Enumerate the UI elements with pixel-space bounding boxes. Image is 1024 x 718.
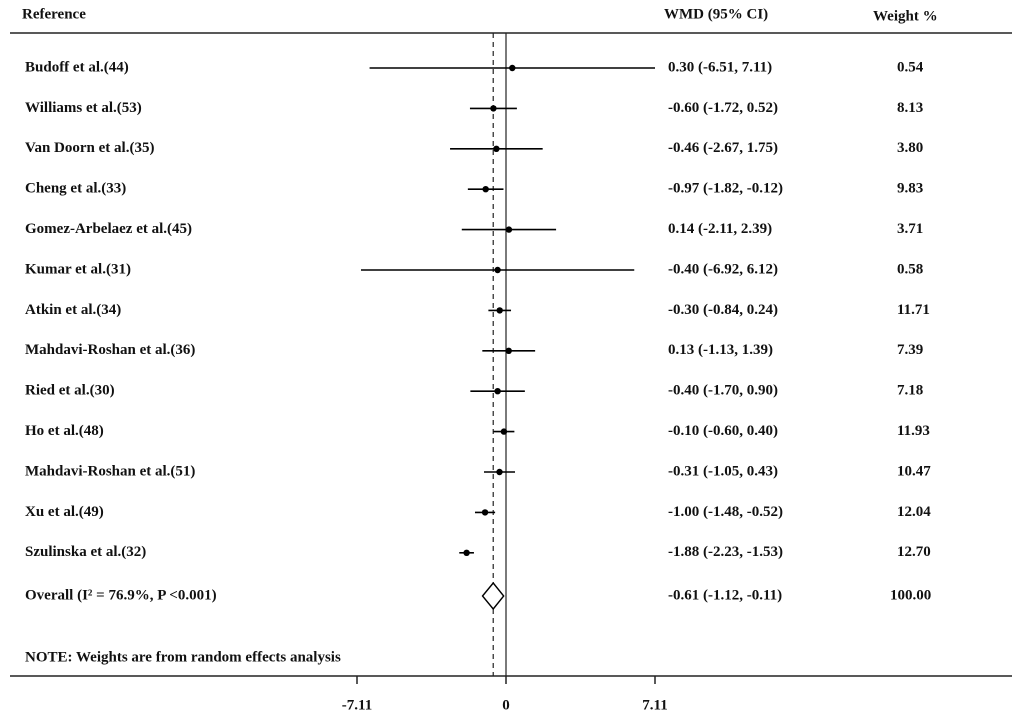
ci-label: -0.10 (-0.60, 0.40)	[668, 423, 778, 439]
overall-ci-label: -0.61 (-1.12, -0.11)	[668, 587, 782, 603]
study-name: Mahdavi-Roshan et al.(51)	[25, 463, 195, 479]
weight-label: 11.71	[897, 302, 930, 318]
weight-label: 11.93	[897, 423, 930, 439]
weight-label: 7.39	[897, 342, 923, 358]
point-estimate	[496, 307, 503, 314]
study-name: Szulinska et al.(32)	[25, 544, 146, 560]
point-estimate	[496, 468, 503, 476]
overall-weight-label: 100.00	[890, 587, 931, 603]
weight-label: 12.04	[897, 504, 931, 520]
header-estimate: WMD (95% CI)	[664, 6, 768, 22]
ci-label: -0.97 (-1.82, -0.12)	[668, 181, 783, 197]
x-tick-label: -7.11	[342, 697, 372, 713]
weight-label: 7.18	[897, 383, 923, 399]
ci-label: -0.40 (-6.92, 6.12)	[668, 261, 778, 277]
study-name: Atkin et al.(34)	[25, 302, 121, 318]
weight-label: 3.80	[897, 140, 923, 156]
weight-label: 10.47	[897, 463, 931, 479]
header-weight: Weight %	[873, 8, 938, 24]
weight-label: 9.83	[897, 181, 923, 197]
ci-label: 0.13 (-1.13, 1.39)	[668, 342, 773, 358]
ci-label: -0.40 (-1.70, 0.90)	[668, 383, 778, 399]
study-name: Gomez-Arbelaez et al.(45)	[25, 221, 192, 237]
point-estimate	[494, 266, 501, 274]
point-estimate	[500, 428, 508, 435]
weight-label: 8.13	[897, 100, 923, 116]
overall-diamond	[481, 581, 505, 611]
study-name: Kumar et al.(31)	[25, 261, 131, 277]
point-estimate	[494, 388, 501, 395]
study-name: Mahdavi-Roshan et al.(36)	[25, 342, 195, 358]
ci-label: -0.46 (-2.67, 1.75)	[668, 140, 778, 156]
ci-label: -1.00 (-1.48, -0.52)	[668, 504, 783, 520]
study-name: Cheng et al.(33)	[25, 181, 126, 197]
point-estimate	[463, 549, 470, 556]
x-tick-label: 7.11	[642, 697, 667, 713]
study-name: Xu et al.(49)	[25, 504, 104, 520]
study-name: Van Doorn et al.(35)	[25, 140, 154, 156]
x-tick-label: 0	[502, 697, 510, 713]
ci-label: -0.60 (-1.72, 0.52)	[668, 100, 778, 116]
study-name: Ho et al.(48)	[25, 423, 104, 439]
study-name: Williams et al.(53)	[25, 100, 142, 116]
weight-label: 0.58	[897, 261, 923, 277]
header-reference: Reference	[22, 6, 86, 22]
point-estimate	[505, 347, 512, 354]
point-estimate	[505, 226, 513, 233]
weight-label: 12.70	[897, 544, 931, 560]
point-estimate	[509, 64, 516, 72]
point-estimate	[482, 186, 489, 193]
ci-label: 0.14 (-2.11, 2.39)	[668, 221, 772, 237]
weight-label: 3.71	[897, 221, 923, 237]
study-name: Ried et al.(30)	[25, 383, 115, 399]
ci-label: -1.88 (-2.23, -1.53)	[668, 544, 783, 560]
ci-label: -0.31 (-1.05, 0.43)	[668, 463, 778, 479]
point-estimate	[481, 509, 489, 516]
study-name: Budoff et al.(44)	[25, 59, 129, 75]
point-estimate	[493, 145, 500, 152]
ci-label: 0.30 (-6.51, 7.11)	[668, 59, 772, 75]
overall-label: Overall (I² = 76.9%, P <0.001)	[25, 587, 217, 603]
point-estimate	[490, 105, 497, 112]
note: NOTE: Weights are from random effects an…	[25, 649, 341, 665]
ci-label: -0.30 (-0.84, 0.24)	[668, 302, 778, 318]
weight-label: 0.54	[897, 59, 924, 75]
